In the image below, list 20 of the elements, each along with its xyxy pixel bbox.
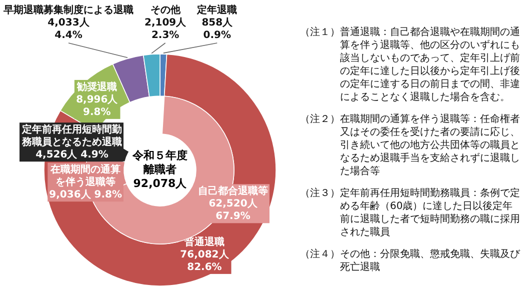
data-label: 9,036人 9.8%: [49, 188, 122, 201]
text: （注１）普通退職：自己都合退職や在職期間の通算を伴う退職等、他の区分のいずれにも該当しないものであって、定年引上げ前の定年に達した日以後から定年引上げ後の定年に達する日の前日までの間、非違によることなく退職した場合を含む。: [300, 26, 521, 104]
data-label: 4,033人 4.4%: [48, 16, 90, 41]
text: （注２）在職期間の通算を伴う退職等：任命権者又はその委任を受けた者の要請に応じ、引き続いて他の地方公共団体等の職員となるため退職手当を支給されずに退職した場合等: [300, 113, 521, 178]
data-label: 2,109人 2.3%: [144, 16, 188, 41]
slice-label: その他: [150, 4, 182, 16]
data-label: 858人 0.9%: [202, 16, 234, 41]
slice-label: 自己都合退職等: [198, 185, 268, 198]
data-label: 8,996人 9.8%: [76, 93, 119, 118]
data-label: 62,520人 67.9%: [208, 198, 258, 222]
slice-label: 定年前再任用短時間勤務職員となるため退職: [21, 124, 122, 148]
slice-label: 早期退職募集制度による退職: [2, 4, 134, 16]
text: （注４）その他：分限免職、懲戒免職、失職及び死亡退職: [300, 248, 522, 274]
text: （注３）定年前再任用短時間勤務職員：条例で定める年齢（60歳）に達した日以後定年前に退職した者で短時間勤務の職に採用された職員: [300, 187, 521, 239]
slice-label: 在職期間の通算を伴う退職等: [50, 164, 121, 188]
data-label: 4,526人 4.9%: [36, 148, 108, 161]
data-label: 76,082人 82.6%: [180, 248, 230, 273]
slice-label: 定年退職: [196, 4, 238, 16]
text: 令和５年度離職者92,078人: [132, 149, 188, 191]
slice-label: 勧奨退職: [76, 80, 117, 93]
